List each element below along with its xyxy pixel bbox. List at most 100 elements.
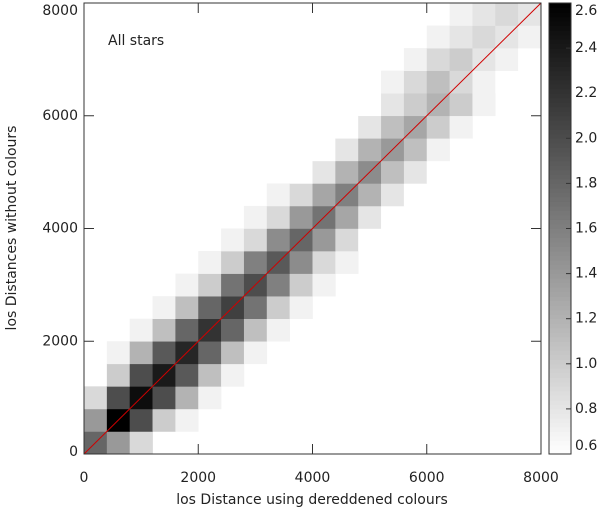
colorbar-step	[549, 169, 571, 175]
colorbar-step	[549, 449, 571, 455]
colorbar-step	[549, 142, 571, 148]
heat-cell	[175, 408, 199, 432]
heat-cell	[243, 251, 268, 274]
heat-cell	[312, 160, 336, 184]
heat-cell	[175, 296, 199, 319]
heat-cell	[243, 228, 268, 252]
colorbar-step	[549, 381, 571, 387]
heat-cell	[449, 25, 473, 49]
colorbar-step	[549, 440, 571, 446]
colorbar-step	[549, 138, 571, 144]
colorbar-step	[549, 196, 571, 202]
colorbar-step	[549, 219, 571, 225]
colorbar-tick-label: 1.8	[575, 175, 597, 191]
colorbar-step	[549, 151, 571, 157]
heat-cell	[106, 386, 130, 410]
colorbar-step	[549, 165, 571, 171]
colorbar-step	[549, 187, 571, 193]
colorbar-step	[549, 291, 571, 297]
colorbar-step	[549, 102, 571, 108]
heat-cell	[518, 48, 542, 71]
heat-cell	[198, 341, 222, 365]
heat-cell	[243, 296, 268, 319]
heat-cell	[312, 251, 336, 274]
heat-cell	[335, 228, 359, 252]
heat-cell	[495, 70, 519, 94]
colorbar-step	[549, 21, 571, 27]
x-tick-label: 8000	[523, 470, 559, 486]
x-tick-label: 6000	[409, 470, 445, 486]
colorbar-tick-label: 2.2	[575, 85, 597, 101]
colorbar-step	[549, 43, 571, 49]
colorbar-step	[549, 444, 571, 450]
colorbar-step	[549, 305, 571, 311]
heat-cell	[243, 341, 268, 365]
heat-cell	[358, 115, 382, 139]
colorbar-step	[549, 368, 571, 374]
colorbar-step	[549, 377, 571, 383]
colorbar-step	[549, 255, 571, 261]
heat-cell	[129, 318, 153, 342]
colorbar-step	[549, 210, 571, 216]
heat-cell	[198, 296, 222, 319]
heat-cell	[403, 48, 428, 71]
heat-cell	[129, 363, 153, 387]
heat-cell	[289, 183, 313, 207]
heat-cell	[403, 93, 428, 117]
heat-cell	[381, 115, 405, 139]
heat-cell	[449, 93, 473, 117]
x-axis-label: los Distance using dereddened colours	[176, 492, 448, 508]
colorbar-step	[549, 133, 571, 139]
colorbar-step	[549, 84, 571, 90]
heat-cell	[129, 431, 153, 455]
heat-cell	[175, 273, 199, 297]
colorbar-step	[549, 233, 571, 239]
heat-cell	[266, 183, 290, 207]
heat-cell	[335, 160, 359, 184]
heat-cell	[266, 296, 290, 319]
colorbar-step	[549, 12, 571, 18]
colorbar-step	[549, 61, 571, 67]
heat-cell	[175, 318, 199, 342]
colorbar-step	[549, 16, 571, 22]
heat-cell	[312, 183, 336, 207]
colorbar-step	[549, 399, 571, 405]
heat-cell	[426, 160, 450, 184]
heat-cell	[198, 363, 222, 387]
heat-cell	[266, 228, 290, 252]
heat-cell	[426, 115, 450, 139]
colorbar-step	[549, 34, 571, 40]
heat-cell	[152, 318, 176, 342]
heat-cell	[381, 205, 405, 229]
colorbar-step	[549, 93, 571, 99]
colorbar-step	[549, 435, 571, 441]
heat-cell	[335, 115, 359, 139]
colorbar-step	[549, 372, 571, 378]
heat-cell	[198, 273, 222, 297]
heat-cell	[381, 70, 405, 94]
heat-cell	[289, 251, 313, 274]
heat-cell	[358, 183, 382, 207]
colorbar-step	[549, 7, 571, 13]
heat-cell	[472, 25, 496, 49]
colorbar-step	[549, 408, 571, 414]
colorbar-step	[549, 156, 571, 162]
x-tick-label: 4000	[295, 470, 331, 486]
colorbar-step	[549, 178, 571, 184]
colorbar-step	[549, 205, 571, 211]
colorbar-step	[549, 354, 571, 360]
colorbar-tick-label: 1.6	[575, 221, 597, 237]
colorbar-step	[549, 214, 571, 220]
y-tick-label: 6000	[42, 108, 78, 124]
heat-cell	[426, 25, 450, 49]
colorbar-step	[549, 66, 571, 72]
heat-cell	[472, 3, 496, 26]
colorbar-step	[549, 282, 571, 288]
heat-cell	[312, 228, 336, 252]
heat-cell	[358, 138, 382, 162]
heat-cell	[403, 70, 428, 94]
colorbar-step	[549, 52, 571, 58]
heat-cell	[495, 48, 519, 71]
heat-cell	[175, 386, 199, 410]
colorbar-tick-label: 1.0	[575, 356, 597, 372]
